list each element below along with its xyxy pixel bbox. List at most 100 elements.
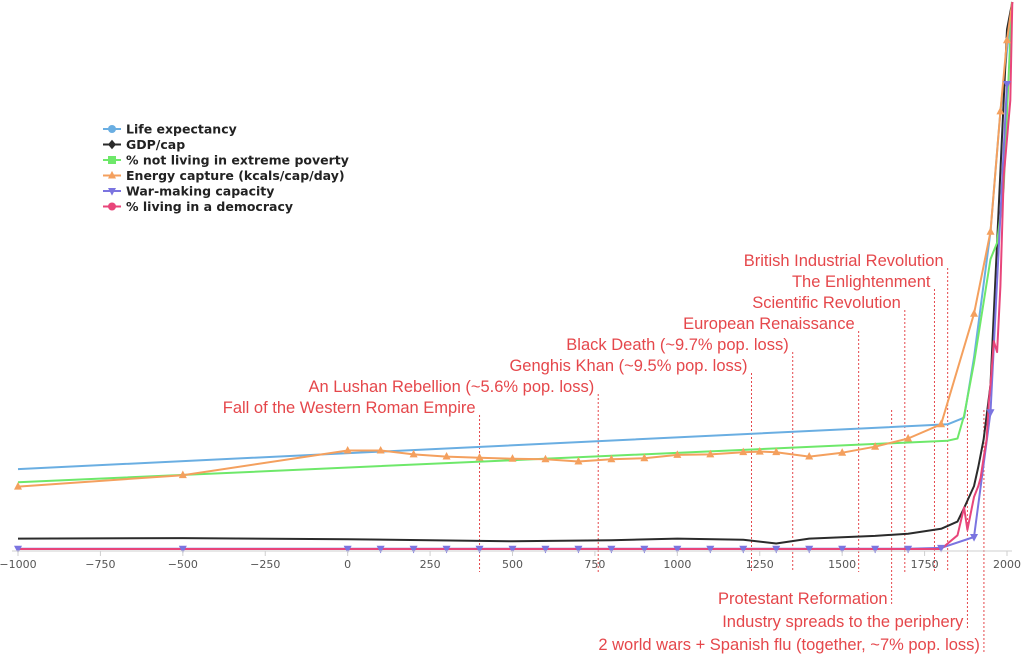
annotation-label-scientific-revolution: Scientific Revolution [752,294,901,312]
data-point-energy-capture-kcals-cap-day [755,447,764,455]
data-point-war-making-capacity [970,533,979,542]
x-tick-label: 2000 [993,558,1021,571]
legend-item-gdp-cap: GDP/cap [103,137,185,152]
x-tick-label: −750 [85,558,115,571]
data-point-energy-capture-kcals-cap-day [805,451,814,460]
annotation-label-industry-spreads-to-the-periphery: Industry spreads to the periphery [722,613,964,631]
data-point-energy-capture-kcals-cap-day [739,447,748,456]
annotation-label-european-renaissance: European Renaissance [683,315,855,333]
data-point-war-making-capacity [640,545,649,554]
annotation-labels: British Industrial Revolution The Enlight… [223,252,980,654]
series-markers [14,35,1011,554]
x-tick-label: 1000 [663,558,691,571]
data-point-war-making-capacity [607,545,616,554]
data-point-energy-capture-kcals-cap-day [1003,35,1011,44]
x-tick-label: 0 [344,558,351,571]
legend-swatch-marker [108,170,116,179]
data-point-energy-capture-kcals-cap-day [442,451,451,460]
data-point-energy-capture-kcals-cap-day [541,454,550,463]
legend-label: % not living in extreme poverty [126,153,349,168]
legend-swatch-marker [108,156,116,164]
data-point-war-making-capacity [904,545,913,554]
annotation-label-black-death-9-7-pop-loss: Black Death (~9.7% pop. loss) [566,336,788,354]
series-line-not-living-in-extreme-poverty [17,1,1013,484]
data-point-war-making-capacity [14,545,22,554]
data-point-war-making-capacity [343,545,352,554]
x-tick-label: 1250 [746,558,774,571]
annotation-label-the-enlightenment: The Enlightenment [792,273,931,291]
data-point-war-making-capacity [986,409,995,417]
data-point-war-making-capacity [178,545,187,554]
data-point-energy-capture-kcals-cap-day [14,482,22,490]
legend-item-life-expectancy: Life expectancy [103,122,237,137]
annotation-label-2-world-wars-spanish-flu-together-7-pop-loss: 2 world wars + Spanish flu (together, ~7… [598,636,980,654]
data-point-energy-capture-kcals-cap-day [178,470,187,479]
data-point-war-making-capacity [871,545,880,554]
data-point-energy-capture-kcals-cap-day [607,454,616,463]
data-point-energy-capture-kcals-cap-day [574,456,583,465]
data-point-war-making-capacity [409,545,418,554]
legend-item-not-living-in-extreme-poverty: % not living in extreme poverty [103,153,349,168]
legend-item-war-making-capacity: War-making capacity [103,184,274,199]
x-tick-label: 500 [502,558,523,571]
data-point-energy-capture-kcals-cap-day [706,449,715,458]
data-point-energy-capture-kcals-cap-day [673,450,682,458]
x-tick-label: −250 [250,558,280,571]
data-point-war-making-capacity [442,545,451,554]
legend-swatch-marker [108,139,116,150]
legend-label: % living in a democracy [126,199,293,214]
annotation-label-genghis-khan-9-5-pop-loss: Genghis Khan (~9.5% pop. loss) [509,357,747,375]
legend-item-energy-capture-kcals-cap-day: Energy capture (kcals/cap/day) [103,168,345,183]
annotation-label-british-industrial-revolution: British Industrial Revolution [744,252,944,270]
x-axis: −1000 −750 −500 −250 0 250 500 750 1000 1250 1500 1… [0,550,1021,571]
x-tick-label: −1000 [0,558,37,571]
data-point-war-making-capacity [508,545,517,554]
legend-swatch-marker [108,188,116,196]
data-point-energy-capture-kcals-cap-day [640,453,649,462]
legend-label: Life expectancy [126,122,237,137]
data-point-energy-capture-kcals-cap-day [475,453,484,461]
data-point-war-making-capacity [838,545,847,554]
legend-label: War-making capacity [126,184,274,199]
data-point-energy-capture-kcals-cap-day [986,227,995,235]
data-point-energy-capture-kcals-cap-day [970,309,979,317]
data-point-war-making-capacity [574,545,583,554]
data-point-energy-capture-kcals-cap-day [937,419,946,428]
data-point-energy-capture-kcals-cap-day [508,454,517,462]
legend-item-living-in-a-democracy: % living in a democracy [103,199,293,214]
data-point-war-making-capacity [805,545,814,554]
data-point-war-making-capacity [739,545,748,554]
annotation-label-an-lushan-rebellion-5-6-pop-loss: An Lushan Rebellion (~5.6% pop. loss) [308,378,594,396]
data-point-energy-capture-kcals-cap-day [996,106,1005,115]
series-line-life-expectancy [17,1,1014,471]
data-point-energy-capture-kcals-cap-day [376,445,385,454]
data-point-energy-capture-kcals-cap-day [772,447,781,456]
legend-label: Energy capture (kcals/cap/day) [126,168,345,183]
data-point-energy-capture-kcals-cap-day [871,442,880,450]
data-point-energy-capture-kcals-cap-day [904,433,913,442]
data-point-energy-capture-kcals-cap-day [838,448,847,456]
data-point-war-making-capacity [673,545,682,554]
data-point-war-making-capacity [475,545,484,554]
annotation-label-fall-of-the-western-roman-empire: Fall of the Western Roman Empire [223,399,476,417]
x-tick-label: 250 [420,558,441,571]
x-tick-label: 750 [584,558,605,571]
data-point-energy-capture-kcals-cap-day [409,449,418,458]
data-point-war-making-capacity [1003,81,1011,89]
legend-swatch-marker [108,202,116,211]
series-line-energy-capture-kcals-cap-day [17,1,1014,488]
data-point-war-making-capacity [772,545,781,554]
annotation-label-protestant-reformation: Protestant Reformation [718,590,888,608]
data-point-war-making-capacity [376,545,385,554]
data-point-war-making-capacity [541,545,550,554]
x-tick-label: 1750 [911,558,939,571]
data-point-war-making-capacity [937,544,946,553]
legend-label: GDP/cap [126,137,185,152]
data-point-energy-capture-kcals-cap-day [343,445,352,454]
data-point-war-making-capacity [706,545,715,554]
x-tick-label: −500 [168,558,198,571]
legend-swatch-marker [108,125,116,133]
x-tick-label: 1500 [828,558,856,571]
